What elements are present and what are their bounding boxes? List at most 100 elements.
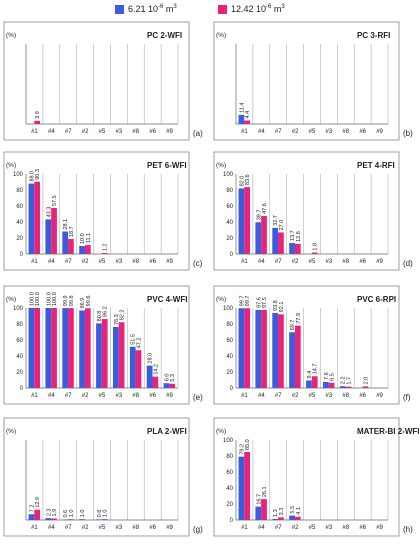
data-label: 1.3 bbox=[273, 509, 279, 517]
bar-series-1 bbox=[79, 246, 85, 254]
data-label: 90.3 bbox=[35, 169, 41, 180]
bar-series-1 bbox=[272, 227, 279, 254]
x-tick-label: #5 bbox=[309, 259, 316, 265]
x-tick-label: #5 bbox=[99, 129, 106, 135]
bar-series-1 bbox=[28, 308, 35, 388]
legend-item-series-1: 6.21 10-6 m3 bbox=[115, 4, 177, 14]
chart-title: MATER-BI 2-WFI bbox=[357, 427, 420, 436]
y-tick-label: 40 bbox=[226, 220, 233, 226]
x-tick-label: #6 bbox=[149, 259, 156, 265]
bar-series-2 bbox=[101, 519, 108, 520]
data-label: 82.2 bbox=[120, 310, 126, 321]
x-tick-label: #1 bbox=[31, 259, 38, 265]
bar-series-1 bbox=[28, 514, 35, 520]
data-label: 5.5 bbox=[290, 506, 296, 514]
bar-series-1 bbox=[62, 308, 69, 388]
bar-series-1 bbox=[306, 380, 312, 388]
data-label: 47.6 bbox=[262, 203, 268, 214]
bar-series-2 bbox=[261, 499, 267, 520]
bar-series-2 bbox=[51, 308, 57, 388]
legend-label-2: 12.42 10-6 m3 bbox=[231, 4, 285, 14]
bar-series-2 bbox=[84, 245, 91, 254]
y-unit-label: (%) bbox=[216, 32, 226, 39]
data-label: 7.6 bbox=[324, 372, 330, 380]
bar-series-2 bbox=[311, 252, 318, 254]
data-label: 2.2 bbox=[341, 377, 347, 385]
x-tick-label: #8 bbox=[342, 393, 349, 399]
data-label: 14.2 bbox=[153, 364, 159, 375]
bar-series-1 bbox=[238, 456, 245, 520]
data-label: 1.9 bbox=[52, 509, 58, 517]
x-tick-label: #3 bbox=[116, 129, 123, 135]
y-tick-label: 40 bbox=[16, 354, 23, 360]
x-tick-label: #5 bbox=[309, 129, 316, 135]
data-label: 39.7 bbox=[256, 210, 262, 221]
panel-label: (e) bbox=[193, 393, 203, 402]
y-tick-label: 0 bbox=[230, 252, 234, 258]
y-tick-label: 80 bbox=[16, 322, 23, 328]
y-tick-label: 60 bbox=[16, 338, 23, 344]
x-tick-label: #3 bbox=[116, 259, 123, 265]
x-tick-label: #9 bbox=[166, 129, 173, 135]
y-unit-label: (%) bbox=[216, 296, 226, 303]
data-label: 79.2 bbox=[239, 444, 245, 455]
chart-title: PC 3-RFI bbox=[357, 31, 390, 40]
data-label: 51.5 bbox=[131, 334, 137, 345]
data-label: 93.8 bbox=[273, 300, 279, 311]
x-tick-label: #9 bbox=[166, 393, 173, 399]
bar-series-1 bbox=[322, 381, 329, 388]
data-label: 2.3 bbox=[46, 509, 52, 517]
bar-series-1 bbox=[339, 386, 346, 388]
data-label: 13.7 bbox=[290, 230, 296, 241]
data-label: 7.2 bbox=[29, 505, 35, 513]
bar-series-2 bbox=[294, 243, 301, 254]
y-tick-label: 100 bbox=[223, 172, 234, 178]
bar-series-2 bbox=[244, 120, 251, 124]
y-tick-label: 40 bbox=[226, 354, 233, 360]
y-tick-label: 0 bbox=[230, 518, 234, 524]
bar-series-1 bbox=[96, 519, 102, 520]
bar-series-1 bbox=[45, 219, 52, 254]
data-label: 3.3 bbox=[279, 508, 285, 516]
y-tick-label: 0 bbox=[20, 386, 24, 392]
x-tick-label: #3 bbox=[326, 259, 333, 265]
y-tick-label: 20 bbox=[16, 236, 23, 242]
bar-series-1 bbox=[238, 308, 245, 388]
data-label: 0.8 bbox=[97, 510, 103, 518]
data-label: 2.0 bbox=[363, 377, 369, 385]
x-tick-label: #4 bbox=[48, 525, 55, 531]
bar-series-2 bbox=[101, 253, 108, 254]
panel-label: (d) bbox=[403, 259, 413, 268]
bar-series-1 bbox=[272, 518, 279, 520]
data-label: 88.0 bbox=[29, 171, 35, 182]
data-label: 28.0 bbox=[148, 353, 154, 364]
x-tick-label: #5 bbox=[309, 525, 316, 531]
y-tick-label: 20 bbox=[226, 370, 233, 376]
data-label: 1.7 bbox=[346, 377, 352, 385]
x-tick-label: #4 bbox=[258, 525, 265, 531]
x-tick-label: #1 bbox=[241, 393, 248, 399]
data-label: 100.0 bbox=[29, 292, 35, 306]
x-tick-label: #4 bbox=[258, 393, 265, 399]
x-tick-label: #1 bbox=[31, 129, 38, 135]
y-tick-label: 0 bbox=[230, 386, 234, 392]
x-tick-label: #7 bbox=[65, 393, 72, 399]
x-tick-label: #3 bbox=[116, 393, 123, 399]
bar-series-2 bbox=[34, 120, 41, 124]
x-tick-label: #9 bbox=[166, 525, 173, 531]
x-tick-label: #7 bbox=[65, 129, 72, 135]
bar-series-2 bbox=[118, 322, 125, 388]
panel-label: (g) bbox=[193, 525, 203, 534]
data-label: 16.7 bbox=[256, 494, 262, 505]
data-label: 100.0 bbox=[52, 292, 58, 306]
data-label: 4.1 bbox=[296, 507, 302, 515]
x-tick-label: #3 bbox=[326, 129, 333, 135]
x-tick-label: #2 bbox=[82, 393, 89, 399]
data-label: 57.5 bbox=[52, 195, 58, 206]
chart-panel-8: MATER-BI 2-WFI (%) (h) 0 20 40 60 80 100 #1 79.2 85… bbox=[213, 417, 420, 537]
data-label: 83.6 bbox=[245, 174, 251, 185]
x-tick-label: #5 bbox=[99, 393, 106, 399]
bar-series-1 bbox=[45, 308, 52, 388]
data-label: 76.3 bbox=[114, 314, 120, 325]
